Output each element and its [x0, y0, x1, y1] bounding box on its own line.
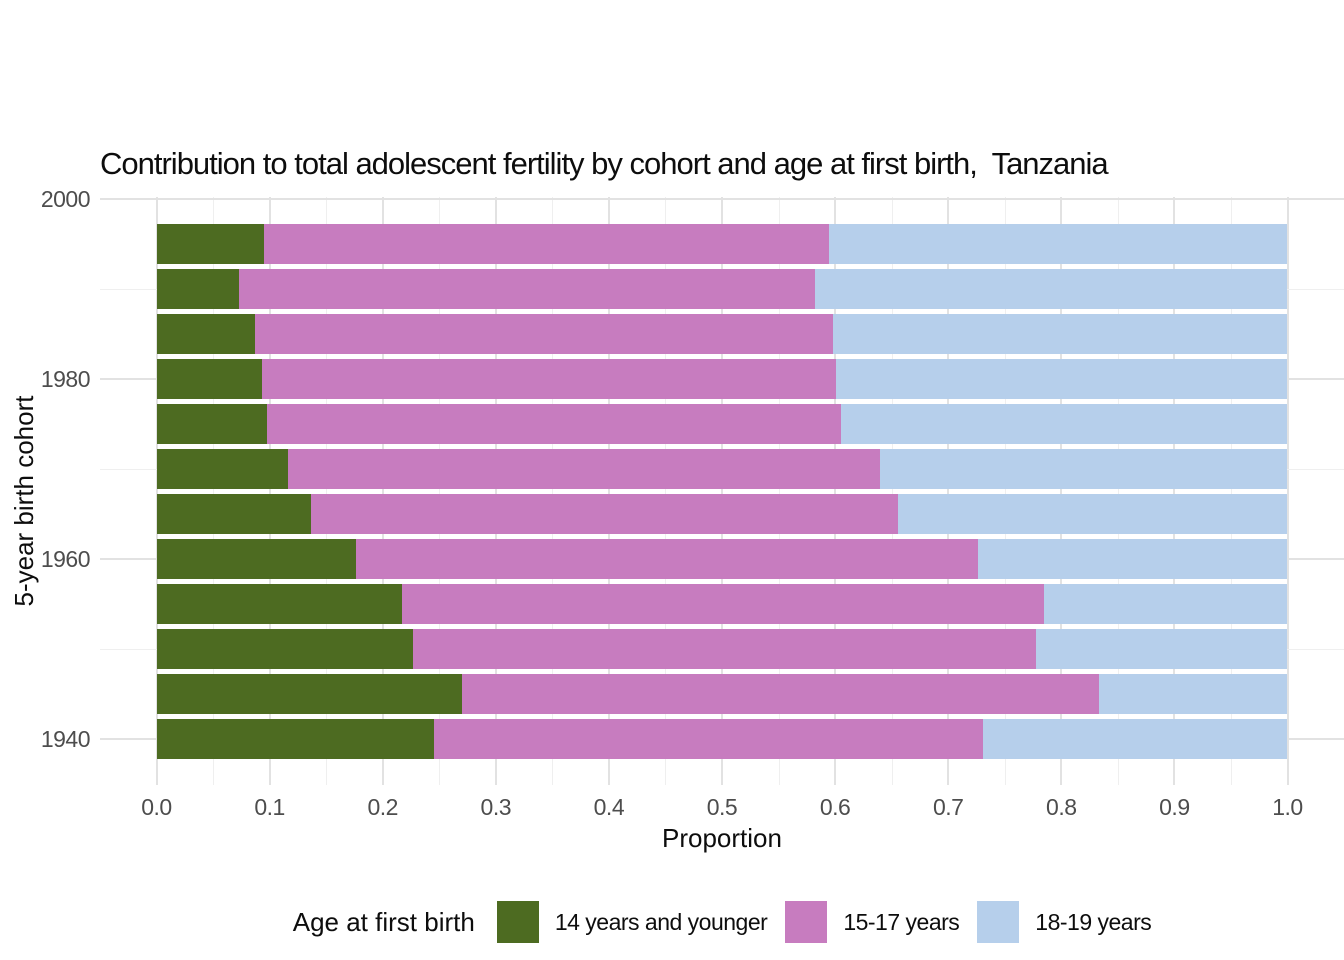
bar-segment [156, 358, 262, 400]
x-tick-label: 0.0 [141, 794, 172, 820]
bar-segment [898, 493, 1288, 535]
y-tick-label: 2000 [40, 186, 91, 212]
bar-segment [832, 313, 1288, 355]
y-tick-label: 1940 [40, 726, 91, 752]
legend-swatch [496, 901, 539, 943]
bar-segment [156, 403, 268, 445]
bar-segment [1044, 583, 1288, 625]
x-tick-label: 0.5 [706, 794, 738, 820]
x-tick-label: 0.4 [593, 794, 625, 820]
x-axis-title: Proportion [662, 823, 782, 853]
bar-segment [461, 673, 1099, 715]
gridline [268, 197, 271, 785]
x-tick-label: 0.1 [254, 794, 285, 820]
x-tick-label: 1.0 [1272, 794, 1303, 820]
gridline [552, 197, 554, 785]
legend-label: 18-19 years [1035, 908, 1152, 935]
bar-segment [433, 718, 984, 760]
x-tick-label: 0.7 [932, 794, 964, 820]
plot-panel [100, 197, 1344, 785]
bar-segment [287, 448, 881, 490]
x-tick-label: 0.8 [1046, 794, 1077, 820]
gridline [1173, 197, 1176, 785]
gridline [1286, 197, 1289, 785]
legend-item: 15-17 years [785, 901, 960, 943]
gridline [891, 197, 893, 785]
x-tick-label: 0.3 [480, 794, 512, 820]
bar-segment [254, 313, 833, 355]
bar-segment [156, 583, 402, 625]
legend-title: Age at first birth [292, 906, 475, 937]
gridline [1004, 197, 1006, 785]
gridline [947, 197, 950, 785]
legend-item: 18-19 years [977, 901, 1152, 943]
legend-item: 14 years and younger [496, 901, 768, 943]
bar-segment [156, 718, 434, 760]
bar-segment [156, 448, 288, 490]
bar-segment [1036, 628, 1288, 670]
bar-segment [156, 628, 414, 670]
bar-segment [156, 493, 312, 535]
gridline [1230, 197, 1232, 785]
y-tick-label: 1980 [40, 366, 91, 392]
bar-segment [983, 718, 1288, 760]
y-axis-title: 5-year birth cohort [9, 395, 39, 607]
gridline [100, 198, 1344, 200]
bar-segment [261, 358, 837, 400]
legend: Age at first birth 14 years and younger 1… [100, 898, 1344, 946]
bar-segment [267, 403, 841, 445]
bar-segment [156, 313, 255, 355]
gridline [155, 197, 158, 785]
gridline [1117, 197, 1119, 785]
bar-segment [401, 583, 1045, 625]
gridline [665, 197, 667, 785]
x-tick-label: 0.9 [1159, 794, 1190, 820]
bar-segment [413, 628, 1037, 670]
x-tick-label: 0.6 [819, 794, 851, 820]
bar-segment [814, 268, 1288, 310]
legend-label: 15-17 years [843, 908, 960, 935]
chart-title: Contribution to total adolescent fertili… [100, 146, 1109, 181]
x-tick-label: 0.2 [367, 794, 398, 820]
bar-segment [311, 493, 899, 535]
bar-segment [156, 538, 356, 580]
gridline [381, 197, 384, 785]
bar-segment [1098, 673, 1288, 715]
legend-swatch [977, 901, 1020, 943]
gridline [326, 197, 328, 785]
bar-segment [156, 223, 264, 265]
bar-segment [880, 448, 1288, 490]
bar-segment [355, 538, 978, 580]
legend-label: 14 years and younger [554, 908, 768, 935]
bar-segment [836, 358, 1288, 400]
bar-segment [156, 673, 462, 715]
gridline [834, 197, 837, 785]
gridline [439, 197, 441, 785]
gridline [494, 197, 497, 785]
bar-segment [263, 223, 830, 265]
legend-swatch [785, 901, 828, 943]
bar-segment [840, 403, 1288, 445]
bar-segment [239, 268, 815, 310]
gridline [721, 197, 723, 785]
gridline [1060, 197, 1063, 785]
gridline [607, 197, 610, 785]
bar-segment [829, 223, 1288, 265]
y-tick-label: 1960 [40, 546, 91, 572]
bar-segment [977, 538, 1288, 580]
gridline [778, 197, 780, 785]
gridline [213, 197, 215, 785]
bar-segment [156, 268, 240, 310]
